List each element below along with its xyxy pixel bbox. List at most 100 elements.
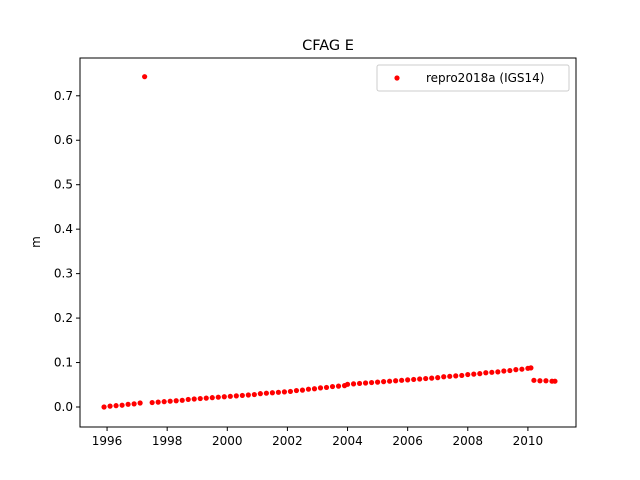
data-point	[528, 365, 534, 371]
data-point	[459, 372, 465, 379]
legend: repro2018a (IGS14)	[376, 64, 570, 92]
data-point	[368, 379, 375, 386]
data-point	[329, 383, 336, 390]
data-point	[335, 383, 342, 389]
data-point	[393, 378, 399, 384]
data-point	[501, 368, 507, 374]
data-point	[465, 371, 471, 378]
data-point	[423, 375, 429, 382]
data-point	[350, 381, 357, 387]
x-tick-label: 2004	[332, 434, 363, 448]
data-point	[142, 74, 148, 80]
data-point	[435, 375, 441, 381]
legend-label: repro2018a (IGS14)	[426, 71, 544, 85]
chart-title: CFAG E	[302, 38, 354, 54]
data-point	[185, 396, 191, 403]
data-point	[245, 392, 251, 398]
data-point	[429, 375, 435, 381]
x-tick-label: 2010	[513, 434, 544, 448]
data-point	[251, 391, 257, 398]
data-point	[113, 403, 119, 409]
data-point	[453, 373, 459, 379]
plot-frame	[79, 57, 577, 428]
data-point	[519, 366, 525, 372]
y-axis-label: m	[29, 236, 43, 248]
y-tick-label: 0.1	[54, 356, 73, 370]
legend-marker	[394, 75, 400, 81]
data-point	[281, 389, 288, 395]
data-point	[537, 378, 543, 384]
data-point	[417, 376, 423, 382]
data-point	[405, 377, 411, 383]
points-layer	[101, 74, 558, 410]
data-point	[375, 379, 381, 385]
data-point	[149, 399, 155, 406]
y-tick-label: 0.6	[54, 133, 73, 147]
data-point	[137, 400, 143, 406]
data-point	[269, 390, 275, 396]
y-axis-ticks: 0.0 0.1 0.2 0.3 0.4 0.5 0.6 0.7	[54, 89, 80, 414]
data-point	[507, 367, 513, 374]
legend-box	[376, 64, 570, 92]
y-tick-label: 0.0	[54, 400, 73, 414]
data-point	[257, 391, 263, 397]
data-point	[107, 403, 113, 409]
y-tick-label: 0.2	[54, 311, 73, 325]
data-point	[552, 378, 558, 384]
data-point	[311, 386, 318, 392]
x-tick-label: 1998	[152, 434, 183, 448]
data-point	[362, 380, 369, 386]
y-tick-label: 0.3	[54, 267, 73, 281]
data-point	[161, 399, 167, 405]
data-point	[239, 392, 245, 399]
data-point	[209, 395, 215, 401]
data-point	[387, 378, 393, 384]
data-point	[227, 393, 233, 399]
data-point	[441, 374, 447, 380]
data-point	[155, 399, 161, 405]
x-axis-ticks: 1996 1998 2000 2002 2004 2006 2008 2010	[92, 427, 543, 448]
x-tick-label: 2000	[212, 434, 243, 448]
x-tick-label: 1996	[92, 434, 123, 448]
data-point	[287, 388, 294, 395]
data-point	[101, 404, 107, 410]
data-point	[293, 387, 300, 394]
data-point	[233, 393, 239, 399]
data-point	[495, 369, 501, 375]
data-point	[356, 380, 363, 387]
data-point	[543, 378, 549, 384]
x-tick-label: 2006	[392, 434, 423, 448]
data-point	[317, 385, 324, 391]
data-point	[489, 369, 495, 375]
data-point	[513, 367, 519, 373]
y-tick-label: 0.7	[54, 89, 73, 103]
data-point	[381, 379, 387, 385]
data-point	[125, 401, 131, 407]
data-point	[299, 387, 306, 393]
data-point	[203, 395, 209, 401]
y-tick-label: 0.4	[54, 222, 73, 236]
data-point	[323, 384, 330, 391]
data-point	[447, 373, 453, 379]
data-point	[179, 397, 185, 403]
data-point	[471, 371, 477, 377]
data-point	[399, 377, 405, 383]
data-point	[275, 389, 281, 395]
data-point	[263, 390, 269, 396]
data-point	[119, 402, 125, 408]
data-point	[197, 395, 203, 402]
data-point	[173, 398, 179, 404]
data-point	[221, 394, 227, 400]
data-point	[344, 381, 351, 387]
data-point	[131, 401, 137, 407]
x-tick-label: 2008	[453, 434, 484, 448]
data-point	[531, 377, 537, 383]
data-point	[215, 394, 221, 400]
y-tick-label: 0.5	[54, 178, 73, 192]
x-tick-label: 2002	[272, 434, 303, 448]
data-point	[477, 371, 483, 377]
data-point	[167, 398, 173, 404]
data-point	[191, 396, 197, 402]
data-point	[305, 386, 312, 392]
